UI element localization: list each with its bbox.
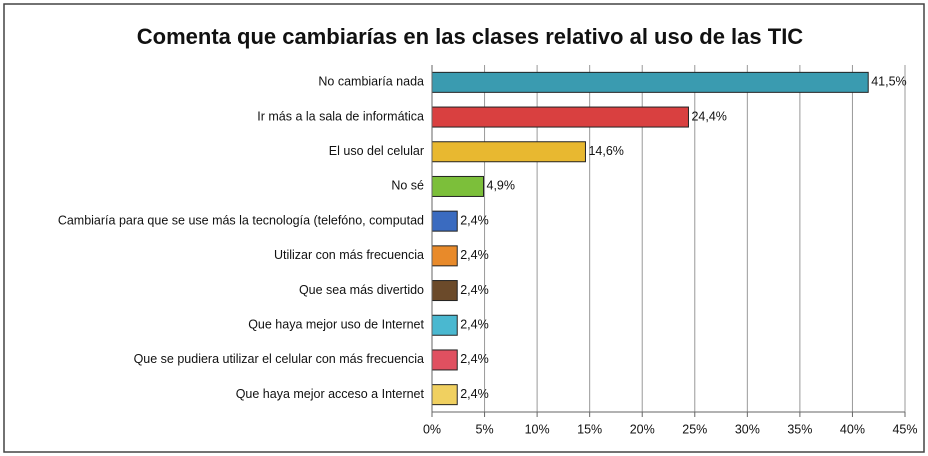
value-label: 4,9%	[487, 179, 516, 193]
bar	[431, 141, 586, 163]
x-tick-label: 25%	[682, 422, 707, 436]
x-tick-label: 15%	[577, 422, 602, 436]
x-tick-label: 20%	[630, 422, 655, 436]
y-tick-label: No cambiaría nada	[318, 75, 424, 89]
bar	[431, 245, 458, 267]
x-tick-label: 45%	[892, 422, 917, 436]
bar	[431, 314, 458, 336]
y-tick-label: Ir más a la sala de informática	[257, 109, 424, 123]
y-tick-label: Utilizar con más frecuencia	[274, 248, 424, 262]
value-label: 14,6%	[588, 144, 623, 158]
y-tick-label: Cambiaría para que se use más la tecnolo…	[58, 213, 424, 227]
y-tick-label: Que se pudiera utilizar el celular con m…	[134, 352, 424, 366]
x-tick-label: 0%	[423, 422, 441, 436]
bar	[431, 106, 689, 128]
x-tick-label: 30%	[735, 422, 760, 436]
y-tick-label: El uso del celular	[329, 144, 424, 158]
bar	[431, 384, 458, 406]
bar	[431, 210, 458, 232]
bar	[431, 175, 485, 197]
chart-title: Comenta que cambiarías en las clases rel…	[137, 24, 804, 49]
x-tick-label: 10%	[525, 422, 550, 436]
y-tick-label: Que haya mejor uso de Internet	[248, 318, 424, 332]
y-tick-label: No sé	[391, 179, 424, 193]
value-label: 2,4%	[460, 283, 489, 297]
bar	[431, 280, 458, 302]
value-label: 2,4%	[460, 248, 489, 262]
bar	[431, 349, 458, 371]
value-label: 24,4%	[691, 109, 726, 123]
value-label: 41,5%	[871, 75, 906, 89]
value-label: 2,4%	[460, 352, 489, 366]
y-tick-label: Que haya mejor acceso a Internet	[236, 387, 425, 401]
value-label: 2,4%	[460, 387, 489, 401]
x-tick-label: 5%	[476, 422, 494, 436]
x-tick-label: 40%	[840, 422, 865, 436]
value-label: 2,4%	[460, 213, 489, 227]
x-tick-label: 35%	[787, 422, 812, 436]
chart-border	[3, 3, 925, 453]
value-label: 2,4%	[460, 318, 489, 332]
y-tick-label: Que sea más divertido	[299, 283, 424, 297]
bar	[431, 71, 869, 93]
